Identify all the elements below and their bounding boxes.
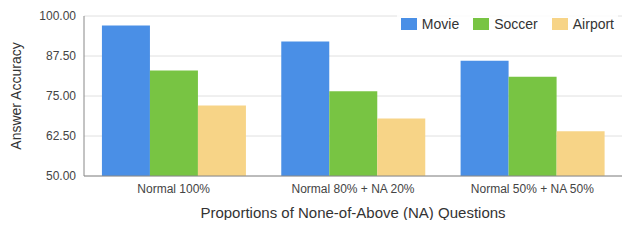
svg-text:50.00: 50.00 [46,169,76,183]
svg-text:Proportions of None-of-Above (: Proportions of None-of-Above (NA) Questi… [200,204,505,220]
svg-text:Normal 100%: Normal 100% [137,182,210,196]
svg-text:87.50: 87.50 [46,49,76,63]
svg-text:62.50: 62.50 [46,129,76,143]
svg-text:Normal 50% + NA 50%: Normal 50% + NA 50% [471,182,594,196]
svg-text:100.00: 100.00 [39,9,76,23]
svg-text:75.00: 75.00 [46,89,76,103]
html-text:Soccer: Soccer [494,16,538,32]
html-text:Airport: Airport [572,16,614,32]
svg-text:Normal 80% + NA 20%: Normal 80% + NA 20% [291,182,414,196]
html-text:Movie: Movie [421,16,460,32]
svg-text:Answer Accuracy: Answer Accuracy [8,42,24,149]
